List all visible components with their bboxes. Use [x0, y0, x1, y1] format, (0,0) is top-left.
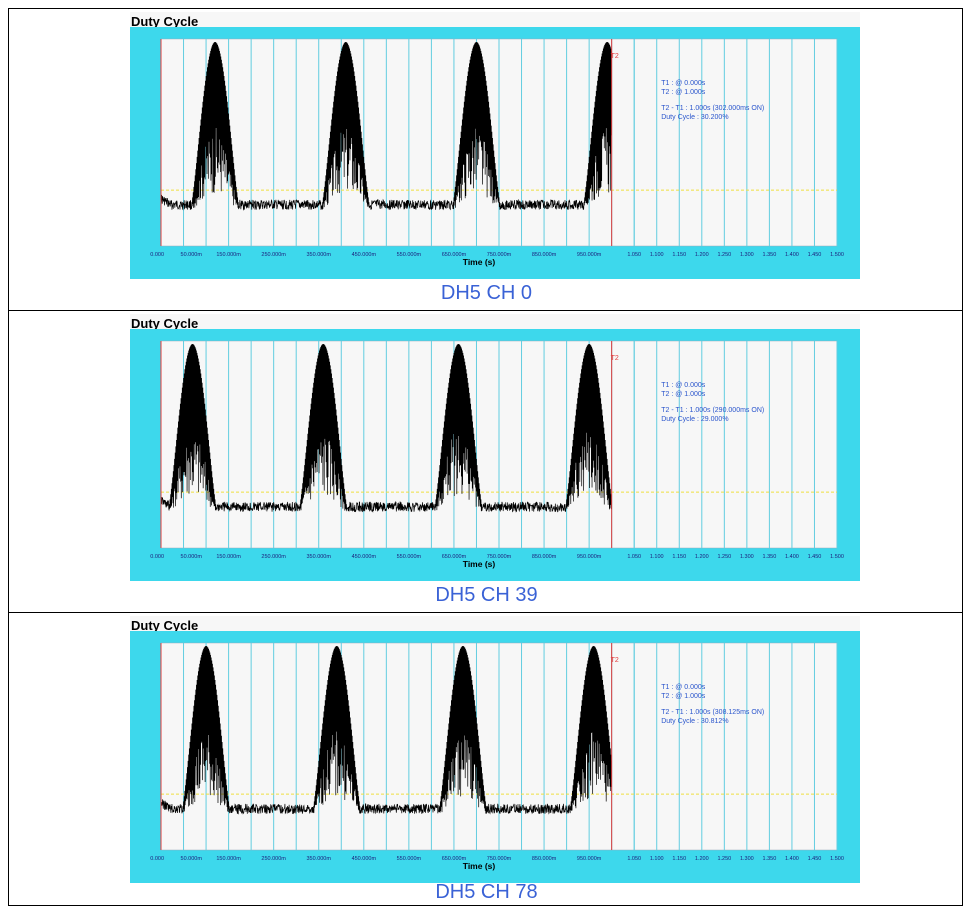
cursor-annotation: T2 - T1 : 1.000s (308.125ms ON) [661, 709, 764, 716]
chart-heading: Duty Cycle [131, 618, 199, 633]
x-tick-label: 850.000m [532, 856, 557, 862]
x-axis-title: Time (s) [463, 559, 496, 569]
x-tick-label: 50.000m [181, 856, 203, 862]
x-tick-label: 750.000m [487, 856, 512, 862]
x-tick-label: 1.200 [695, 554, 709, 560]
x-tick-label: 350.000m [306, 252, 331, 258]
cursor-label-t2: T2 [611, 53, 619, 60]
x-tick-label: 850.000m [532, 252, 557, 258]
heading-bg [130, 314, 860, 331]
x-tick-label: 950.000m [577, 554, 602, 560]
cursor-annotation: T1 : @ 0.000s [661, 80, 706, 87]
x-tick-label: 1.150 [672, 252, 686, 258]
x-tick-label: 1.300 [740, 554, 754, 560]
cursor-annotation: T2 - T1 : 1.000s (302.000ms ON) [661, 105, 764, 112]
chart-caption: DH5 CH 78 [435, 881, 538, 903]
cursor-annotation: T1 : @ 0.000s [661, 684, 706, 691]
x-tick-label: 250.000m [261, 554, 286, 560]
duty-cycle-chart: T2 T1 : @ 0.000s T2 : @ 1.000s T2 - T1 : 1.… [130, 27, 860, 279]
x-tick-label: 1.450 [808, 252, 822, 258]
x-tick-label: 550.000m [397, 554, 422, 560]
x-tick-label: 1.450 [808, 554, 822, 560]
x-tick-label: 450.000m [352, 554, 377, 560]
panel-row: Duty Cycle T2 T1 : @ 0.000s T2 : @ 1.000s T… [8, 612, 963, 906]
chart-caption: DH5 CH 0 [440, 282, 533, 304]
x-tick-label: 650.000m [442, 856, 467, 862]
chart-heading: Duty Cycle [131, 316, 199, 331]
cursor-annotation: T2 : @ 1.000s [661, 391, 706, 398]
x-tick-label: 450.000m [352, 252, 377, 258]
x-tick-label: 250.000m [261, 252, 286, 258]
x-tick-label: 0.000 [150, 252, 164, 258]
x-tick-label: 150.000m [216, 252, 241, 258]
x-tick-label: 750.000m [487, 554, 512, 560]
x-axis-title: Time (s) [463, 861, 496, 871]
chart-heading: Duty Cycle [131, 14, 199, 29]
x-tick-label: 1.250 [717, 554, 731, 560]
heading-bg [130, 616, 860, 633]
x-tick-label: 1.300 [740, 252, 754, 258]
x-tick-label: 1.100 [650, 554, 664, 560]
cursor-annotation: T2 : @ 1.000s [661, 89, 706, 96]
x-tick-label: 1.100 [650, 856, 664, 862]
x-tick-label: 850.000m [532, 554, 557, 560]
x-tick-label: 1.250 [717, 252, 731, 258]
cursor-label-t2: T2 [611, 657, 619, 664]
x-tick-label: 950.000m [577, 252, 602, 258]
x-tick-label: 350.000m [306, 554, 331, 560]
x-tick-label: 1.500 [830, 554, 844, 560]
x-tick-label: 250.000m [261, 856, 286, 862]
x-tick-label: 1.500 [830, 856, 844, 862]
x-tick-label: 1.250 [717, 856, 731, 862]
x-tick-label: 150.000m [216, 856, 241, 862]
x-tick-label: 1.150 [672, 554, 686, 560]
heading-bg [130, 12, 860, 29]
x-tick-label: 50.000m [181, 252, 203, 258]
panel-row: Duty Cycle T2 T1 : @ 0.000s T2 : @ 1.000s T… [8, 310, 963, 612]
duty-cycle-chart: T2 T1 : @ 0.000s T2 : @ 1.000s T2 - T1 : 1.… [130, 329, 860, 581]
x-tick-label: 1.150 [672, 856, 686, 862]
x-tick-label: 1.100 [650, 252, 664, 258]
x-tick-label: 1.400 [785, 252, 799, 258]
x-tick-label: 1.350 [763, 856, 777, 862]
x-tick-label: 1.500 [830, 252, 844, 258]
x-tick-label: 550.000m [397, 856, 422, 862]
x-tick-label: 350.000m [306, 856, 331, 862]
x-tick-label: 1.350 [763, 252, 777, 258]
x-tick-label: 1.450 [808, 856, 822, 862]
cursor-annotation: T1 : @ 0.000s [661, 382, 706, 389]
x-tick-label: 1.300 [740, 856, 754, 862]
x-tick-label: 1.050 [627, 252, 641, 258]
x-tick-label: 550.000m [397, 252, 422, 258]
cursor-annotation: Duty Cycle : 30.200% [661, 114, 728, 121]
signal-trace [160, 343, 613, 513]
x-tick-label: 0.000 [150, 856, 164, 862]
cursor-annotation: T2 : @ 1.000s [661, 693, 706, 700]
x-tick-label: 50.000m [181, 554, 203, 560]
x-tick-label: 1.200 [695, 252, 709, 258]
x-tick-label: 1.400 [785, 856, 799, 862]
x-tick-label: 1.400 [785, 554, 799, 560]
panel-row: Duty Cycle T2 T1 : @ 0.000s T2 : @ 1.000s T… [8, 8, 963, 310]
cursor-annotation: Duty Cycle : 30.812% [661, 718, 728, 725]
cursor-annotation: T2 - T1 : 1.000s (290.000ms ON) [661, 407, 764, 414]
x-tick-label: 150.000m [216, 554, 241, 560]
x-tick-label: 1.050 [627, 554, 641, 560]
x-tick-label: 1.350 [763, 554, 777, 560]
x-tick-label: 950.000m [577, 856, 602, 862]
x-tick-label: 750.000m [487, 252, 512, 258]
duty-cycle-chart: T2 T1 : @ 0.000s T2 : @ 1.000s T2 - T1 : 1.… [130, 631, 860, 883]
x-tick-label: 1.200 [695, 856, 709, 862]
signal-trace [160, 41, 613, 211]
x-tick-label: 0.000 [150, 554, 164, 560]
chart-caption: DH5 CH 39 [435, 584, 538, 606]
cursor-label-t2: T2 [611, 355, 619, 362]
signal-trace [160, 645, 613, 815]
x-tick-label: 450.000m [352, 856, 377, 862]
cursor-annotation: Duty Cycle : 29.000% [661, 416, 728, 423]
x-tick-label: 650.000m [442, 252, 467, 258]
x-axis-title: Time (s) [463, 257, 496, 267]
x-tick-label: 1.050 [627, 856, 641, 862]
x-tick-label: 650.000m [442, 554, 467, 560]
